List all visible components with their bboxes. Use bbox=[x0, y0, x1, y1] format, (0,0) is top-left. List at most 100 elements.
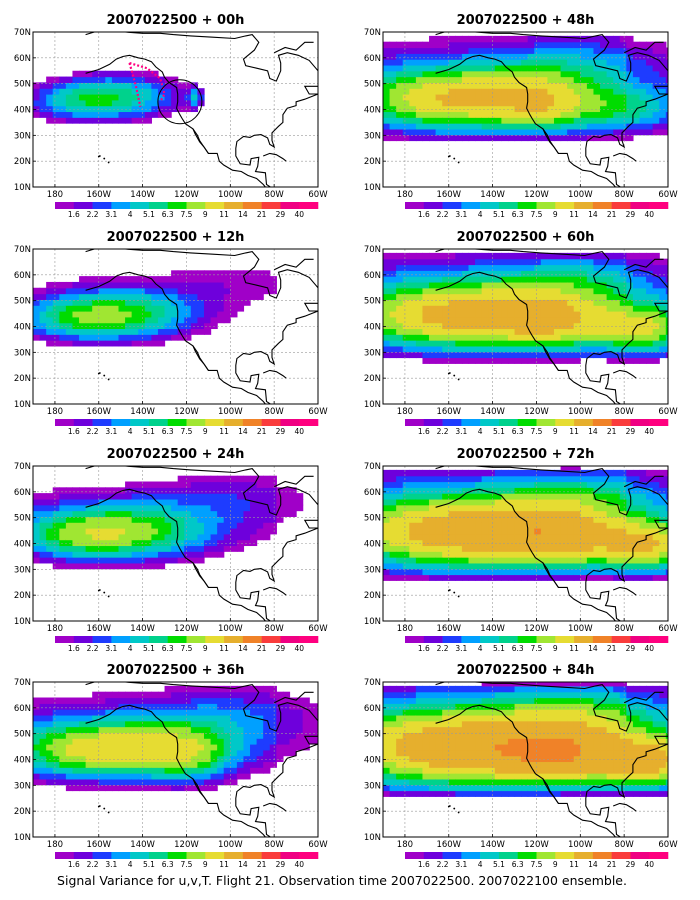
lat-tick-label: 50N bbox=[14, 80, 31, 90]
lon-tick-label: 120W bbox=[524, 190, 549, 200]
colorbar-label: 2.2 bbox=[437, 210, 449, 219]
colorbar-swatch bbox=[167, 419, 187, 426]
lat-tick-label: 40N bbox=[364, 323, 381, 333]
colorbar-label: 29 bbox=[626, 210, 636, 219]
lon-tick-label: 80W bbox=[615, 624, 635, 634]
lat-tick-label: 20N bbox=[364, 374, 381, 384]
colorbar-swatch bbox=[480, 636, 500, 643]
lat-tick-label: 10N bbox=[14, 183, 31, 193]
lon-tick-label: 60W bbox=[308, 624, 328, 634]
grid-lines bbox=[383, 249, 668, 404]
lon-tick-label: 160W bbox=[86, 840, 111, 850]
map-panel: 2007022500 + 00h 70N 60N 50N 40N 30N 20N 10N 180… bbox=[14, 13, 328, 219]
map-panel: 2007022500 + 60h 70N 60N 50N 40N 30N 20N 10N 180… bbox=[364, 230, 678, 436]
lon-tick-label: 80W bbox=[265, 407, 285, 417]
lon-tick-label: 140W bbox=[480, 190, 505, 200]
colorbar-label: 14 bbox=[238, 644, 248, 653]
colorbar-label: 9 bbox=[203, 644, 208, 653]
lat-tick-label: 30N bbox=[14, 565, 31, 575]
colorbar-label: 2.2 bbox=[437, 427, 449, 436]
colorbar-swatch bbox=[280, 419, 300, 426]
colorbar-swatch bbox=[280, 852, 300, 859]
lat-tick-label: 20N bbox=[14, 157, 31, 167]
lon-tick-label: 140W bbox=[130, 407, 155, 417]
coastline bbox=[435, 682, 668, 837]
colorbar-swatch bbox=[73, 852, 93, 859]
colorbar-swatch bbox=[649, 852, 669, 859]
colorbar-label: 9 bbox=[553, 860, 558, 869]
lat-tick-label: 70N bbox=[14, 245, 31, 255]
colorbar-swatch bbox=[630, 419, 650, 426]
lon-tick-label: 140W bbox=[130, 190, 155, 200]
colorbar-label: 21 bbox=[257, 644, 267, 653]
colorbar-label: 6.3 bbox=[512, 644, 524, 653]
lon-tick-label: 60W bbox=[658, 624, 678, 634]
lat-tick-label: 30N bbox=[364, 348, 381, 358]
colorbar-swatch bbox=[73, 202, 93, 209]
colorbar-label: 29 bbox=[626, 427, 636, 436]
lon-tick-label: 120W bbox=[524, 624, 549, 634]
lat-tick-label: 50N bbox=[14, 514, 31, 524]
colorbar-label: 5.1 bbox=[143, 860, 155, 869]
colorbar-swatch bbox=[111, 202, 131, 209]
colorbar-label: 4 bbox=[478, 210, 483, 219]
lon-tick-label: 180 bbox=[47, 190, 63, 200]
colorbar-label: 29 bbox=[276, 427, 286, 436]
colorbar-swatch bbox=[461, 419, 481, 426]
coastline bbox=[435, 249, 668, 404]
lon-tick-label: 160W bbox=[436, 840, 461, 850]
colorbar-label: 9 bbox=[553, 644, 558, 653]
lat-tick-label: 10N bbox=[364, 833, 381, 843]
colorbar-swatch bbox=[148, 419, 169, 426]
lon-tick-label: 140W bbox=[480, 407, 505, 417]
colorbar-label: 4 bbox=[478, 427, 483, 436]
colorbar-label: 4 bbox=[128, 210, 133, 219]
colorbar-label: 1.6 bbox=[68, 644, 80, 653]
colorbar: 1.6 2.2 3.1 4 5.1 6.3 7.5 9 11 14 21 29 40 bbox=[55, 852, 319, 869]
colorbar-swatch bbox=[167, 636, 187, 643]
colorbar-swatch bbox=[517, 852, 537, 859]
lon-tick-label: 180 bbox=[397, 190, 413, 200]
lon-tick-label: 160W bbox=[86, 190, 111, 200]
colorbar-swatch bbox=[649, 636, 669, 643]
colorbar-swatch bbox=[242, 636, 262, 643]
grid-lines bbox=[383, 466, 668, 621]
colorbar-swatch bbox=[167, 852, 187, 859]
lon-tick-label: 140W bbox=[480, 624, 505, 634]
colorbar-label: 1.6 bbox=[418, 860, 430, 869]
colorbar-label: 29 bbox=[276, 644, 286, 653]
lon-tick-label: 80W bbox=[265, 840, 285, 850]
colorbar-label: 1.6 bbox=[68, 427, 80, 436]
colorbar-label: 1.6 bbox=[418, 427, 430, 436]
lat-tick-label: 10N bbox=[364, 183, 381, 193]
lat-tick-label: 70N bbox=[364, 245, 381, 255]
lat-tick-label: 20N bbox=[364, 807, 381, 817]
colorbar-label: 7.5 bbox=[181, 644, 193, 653]
colorbar-swatch bbox=[461, 202, 481, 209]
lat-tick-label: 50N bbox=[364, 80, 381, 90]
colorbar-label: 21 bbox=[257, 860, 267, 869]
lat-tick-label: 60N bbox=[14, 704, 31, 714]
lon-tick-label: 60W bbox=[658, 190, 678, 200]
colorbar-label: 11 bbox=[569, 860, 579, 869]
colorbar-label: 3.1 bbox=[105, 860, 117, 869]
lat-tick-label: 70N bbox=[364, 678, 381, 688]
lon-tick-label: 160W bbox=[436, 190, 461, 200]
colorbar-label: 6.3 bbox=[162, 644, 174, 653]
lat-tick-label: 20N bbox=[364, 591, 381, 601]
colorbar-swatch bbox=[224, 419, 244, 426]
colorbar-swatch bbox=[186, 419, 206, 426]
lat-tick-label: 70N bbox=[364, 462, 381, 472]
lon-tick-label: 120W bbox=[174, 840, 199, 850]
lat-tick-label: 50N bbox=[14, 297, 31, 307]
colorbar-label: 1.6 bbox=[418, 210, 430, 219]
lon-tick-label: 140W bbox=[480, 840, 505, 850]
colorbar-label: 29 bbox=[626, 644, 636, 653]
colorbar-swatch bbox=[574, 852, 594, 859]
colorbar-label: 9 bbox=[203, 210, 208, 219]
colorbar-label: 29 bbox=[626, 860, 636, 869]
lon-tick-label: 100W bbox=[568, 624, 593, 634]
colorbar-swatch bbox=[649, 419, 669, 426]
colorbar-swatch bbox=[555, 852, 575, 859]
